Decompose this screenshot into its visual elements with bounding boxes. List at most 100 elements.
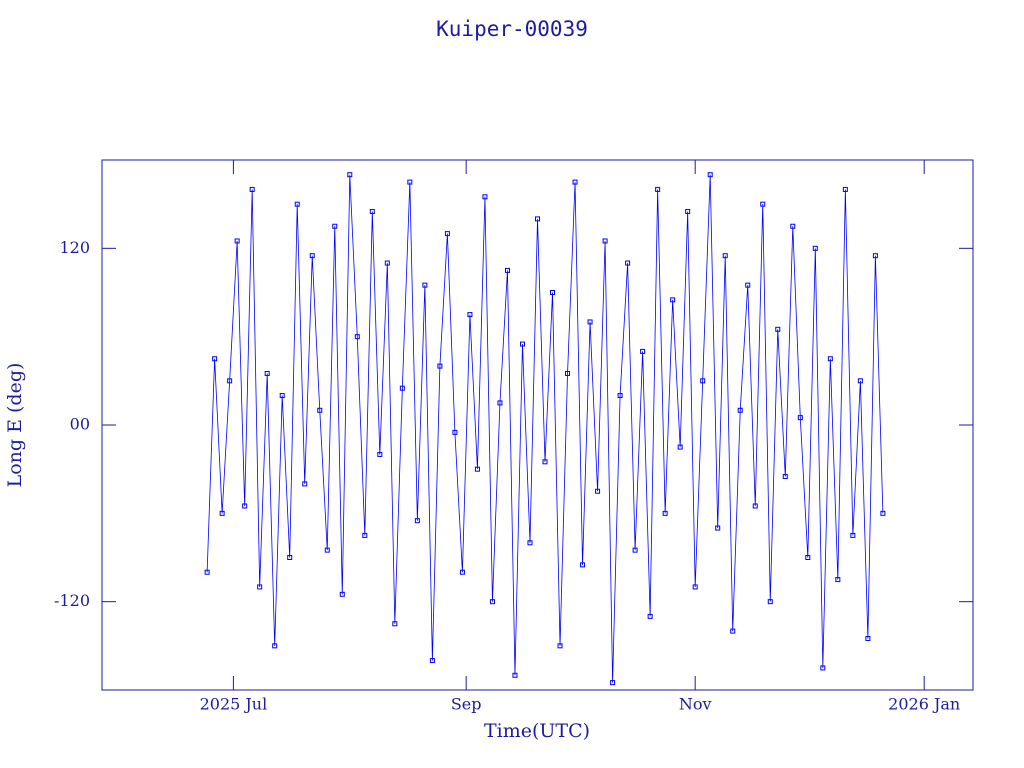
data-point <box>737 407 743 413</box>
x-tick-label: Nov <box>679 695 712 714</box>
data-point <box>204 569 210 575</box>
data-point <box>715 525 721 531</box>
data-point <box>677 444 683 450</box>
data-point <box>752 503 758 509</box>
x-tick-label: 2025 Jul <box>200 695 268 714</box>
data-point <box>354 334 360 340</box>
data-point <box>309 253 315 259</box>
data-point <box>865 635 871 641</box>
data-point <box>542 459 548 465</box>
data-point <box>467 312 473 318</box>
data-point <box>429 658 435 664</box>
data-point <box>257 584 263 590</box>
data-point <box>527 540 533 546</box>
data-point <box>557 643 563 649</box>
data-point <box>670 297 676 303</box>
data-point <box>414 518 420 524</box>
data-point <box>452 429 458 435</box>
data-point <box>587 319 593 325</box>
data-point <box>760 201 766 207</box>
data-point <box>640 348 646 354</box>
chart-title: Kuiper-00039 <box>436 17 588 41</box>
data-point <box>722 253 728 259</box>
data-point <box>782 474 788 480</box>
data-point <box>242 503 248 509</box>
y-tick-label: 120 <box>59 238 90 257</box>
data-point <box>572 179 578 185</box>
data-point <box>730 628 736 634</box>
x-axis-title: Time(UTC) <box>484 720 590 742</box>
data-point <box>279 393 285 399</box>
data-point <box>399 385 405 391</box>
data-point <box>369 209 375 215</box>
data-point <box>797 415 803 421</box>
data-point <box>249 186 255 192</box>
data-point <box>857 378 863 384</box>
plot-frame <box>101 159 974 691</box>
y-tick-label: 00 <box>70 415 90 434</box>
y-axis-title: Long E (deg) <box>4 363 26 488</box>
data-point <box>264 370 270 376</box>
data-point <box>317 407 323 413</box>
data-point <box>805 555 811 560</box>
data-point <box>474 466 480 472</box>
data-point <box>700 378 706 384</box>
data-point <box>602 238 608 244</box>
data-point <box>362 532 368 538</box>
data-point <box>842 186 848 192</box>
data-point <box>707 172 713 178</box>
data-point <box>535 216 540 222</box>
data-point <box>324 547 330 553</box>
data-point <box>767 599 773 605</box>
x-tick-label: 2026 Jan <box>888 695 960 714</box>
data-line <box>206 174 884 683</box>
data-point <box>550 290 556 295</box>
data-point <box>347 172 353 178</box>
data-point <box>872 253 878 259</box>
data-point <box>489 599 495 605</box>
data-point <box>580 562 586 568</box>
data-point <box>219 510 225 516</box>
data-point <box>294 201 300 207</box>
data-point <box>332 223 338 229</box>
data-point <box>647 613 653 619</box>
data-point <box>482 194 488 200</box>
data-point <box>287 555 293 560</box>
data-point <box>790 223 796 229</box>
data-point <box>384 260 390 266</box>
data-point <box>444 231 450 237</box>
data-point <box>459 569 465 575</box>
y-tick-label: -120 <box>54 591 90 610</box>
data-point <box>775 326 781 332</box>
data-point <box>827 356 833 362</box>
data-point <box>692 584 698 590</box>
data-point <box>820 665 826 671</box>
data-point <box>227 378 233 384</box>
data-point <box>302 481 308 487</box>
data-point <box>519 341 525 347</box>
data-point <box>617 393 623 399</box>
data-point <box>655 186 661 192</box>
data-point <box>377 451 383 457</box>
data-point <box>685 209 691 215</box>
data-point <box>437 363 443 369</box>
data-point <box>662 510 668 516</box>
data-point <box>812 245 818 251</box>
data-point <box>497 400 503 406</box>
data-point <box>565 370 571 376</box>
data-point <box>392 621 398 627</box>
x-tick-label: Sep <box>451 695 482 714</box>
data-point <box>407 179 413 185</box>
data-point <box>632 547 638 553</box>
data-point <box>595 488 601 494</box>
data-point <box>835 577 841 583</box>
data-point <box>850 532 856 538</box>
data-point <box>339 591 345 597</box>
data-point <box>880 510 886 516</box>
data-point <box>610 680 616 686</box>
data-point <box>234 238 240 244</box>
data-point <box>212 356 218 362</box>
data-point <box>512 672 518 678</box>
data-point <box>625 260 631 266</box>
